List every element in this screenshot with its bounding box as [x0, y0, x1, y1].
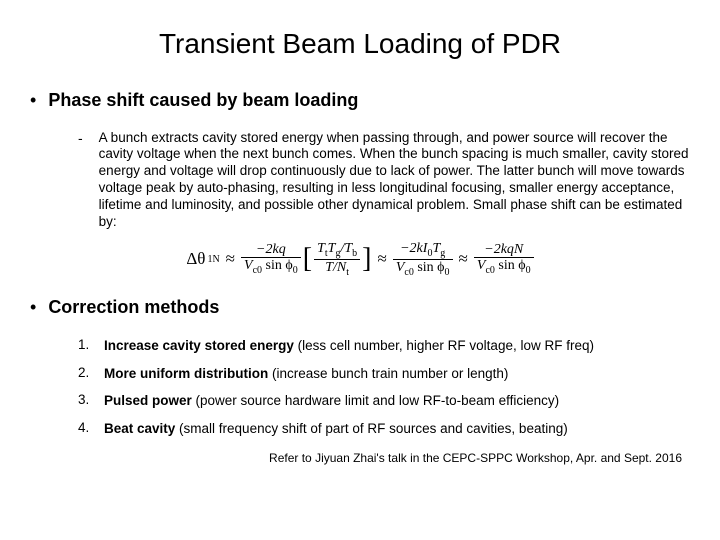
- sub-item-body: - A bunch extracts cavity stored energy …: [78, 130, 690, 231]
- list-item: 2. More uniform distribution (increase b…: [78, 365, 690, 383]
- list-number: 2.: [78, 365, 94, 383]
- list-item: 1. Increase cavity stored energy (less c…: [78, 337, 690, 355]
- list-text: More uniform distribution (increase bunc…: [104, 365, 508, 383]
- slide-container: Transient Beam Loading of PDR • Phase sh…: [0, 0, 720, 485]
- bullet-icon: •: [30, 297, 36, 319]
- equation-block: Δθ1N ≈ −2kq Vc0 sin ϕ0 [ TtTg/Tb T/Nt ] …: [30, 241, 690, 278]
- list-text: Increase cavity stored energy (less cell…: [104, 337, 594, 355]
- list-number: 4.: [78, 420, 94, 438]
- slide-title: Transient Beam Loading of PDR: [30, 28, 690, 60]
- section-heading-1: Phase shift caused by beam loading: [48, 90, 358, 111]
- list-number: 3.: [78, 392, 94, 410]
- list-item: 3. Pulsed power (power source hardware l…: [78, 392, 690, 410]
- footnote: Refer to Jiyuan Zhai's talk in the CEPC-…: [30, 451, 690, 465]
- section-phase-shift: • Phase shift caused by beam loading: [30, 90, 690, 112]
- section-correction: • Correction methods: [30, 297, 690, 319]
- list-item: 4. Beat cavity (small frequency shift of…: [78, 420, 690, 438]
- equation-content: Δθ1N ≈ −2kq Vc0 sin ϕ0 [ TtTg/Tb T/Nt ] …: [186, 241, 533, 278]
- body-paragraph: A bunch extracts cavity stored energy wh…: [99, 130, 690, 231]
- dash-icon: -: [78, 130, 83, 231]
- list-number: 1.: [78, 337, 94, 355]
- list-text: Pulsed power (power source hardware limi…: [104, 392, 559, 410]
- list-text: Beat cavity (small frequency shift of pa…: [104, 420, 568, 438]
- section-heading-2: Correction methods: [48, 297, 219, 318]
- bullet-icon: •: [30, 90, 36, 112]
